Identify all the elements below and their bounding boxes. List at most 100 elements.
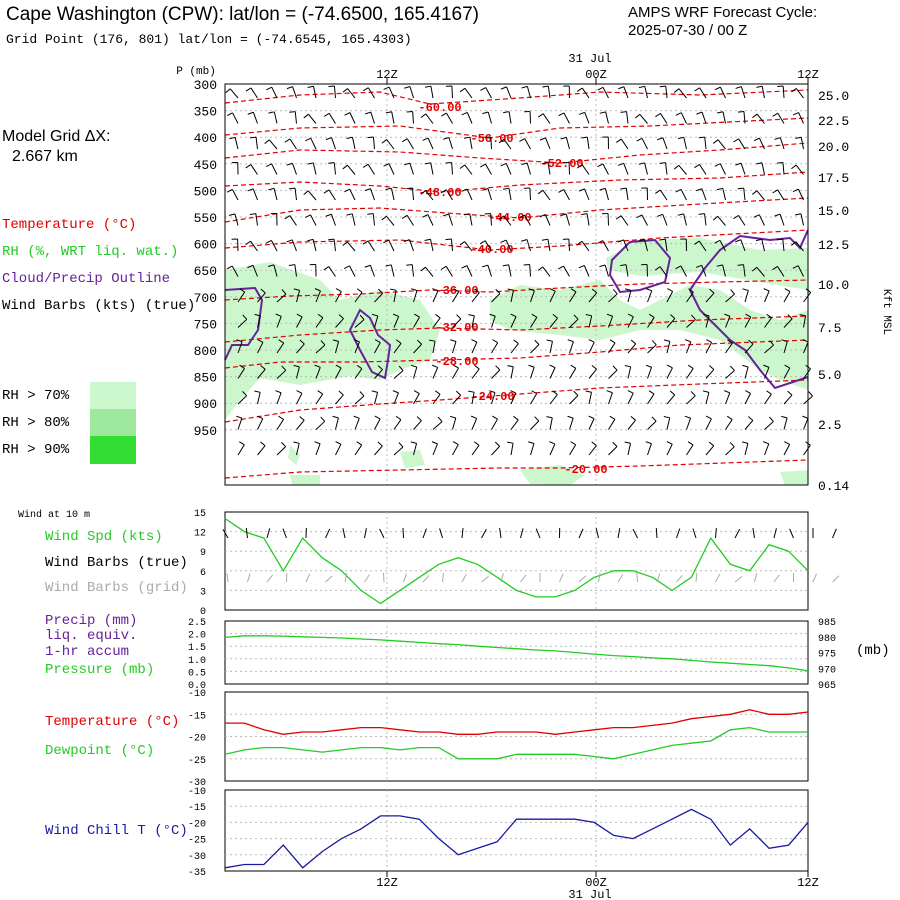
wind-barb-flag	[286, 162, 293, 166]
wind-barb	[413, 316, 420, 328]
wind-barb-flag	[307, 238, 314, 242]
wind-barb-flag	[317, 390, 323, 395]
temp-panel-tick-label: -20	[188, 734, 206, 745]
wind-barb	[335, 318, 344, 328]
wind-barb-flag	[482, 111, 489, 115]
wind-barb	[393, 342, 402, 354]
wind-barb	[250, 87, 258, 99]
wind-barb	[608, 446, 618, 456]
wind-barb-flag	[792, 265, 799, 269]
wind-barb	[625, 188, 629, 201]
wind-barb-flag	[500, 86, 507, 90]
surface-wind-barb-grid	[754, 573, 758, 583]
wind-barb	[725, 392, 731, 405]
wind-barb	[686, 291, 694, 303]
wind-barb	[797, 265, 804, 277]
wind-barb-flag	[539, 213, 546, 218]
wind-barb	[430, 86, 434, 99]
wind-barb	[725, 419, 733, 430]
wind-barb-flag	[459, 87, 466, 93]
wind-barb	[432, 317, 441, 328]
wind-barb-flag	[521, 162, 528, 166]
wind-barb-flag	[356, 364, 363, 370]
wind-barb	[388, 86, 395, 99]
wind-barb-flag	[659, 162, 666, 164]
wind-barb-flag	[716, 187, 723, 191]
wind-panel-tick-label: 0	[200, 607, 206, 618]
wind-barb-flag	[737, 264, 744, 266]
wind-barb	[740, 86, 746, 99]
surface-wind-barb-grid	[500, 573, 504, 583]
wind-barb-flag	[712, 139, 719, 144]
wind-barb	[563, 112, 570, 124]
wind-barb-flag	[528, 441, 535, 445]
wind-barb	[665, 86, 668, 99]
wind-barb	[725, 370, 735, 379]
wind-barb	[388, 239, 395, 252]
wind-barb	[647, 290, 653, 303]
wind-barb	[666, 341, 671, 354]
wind-barb-flag	[802, 339, 809, 343]
wind-barb	[485, 87, 492, 99]
top-time-label: 12Z	[797, 68, 819, 82]
wind-barb-flag	[367, 213, 374, 215]
wind-barb-flag	[289, 187, 296, 190]
wind-barb-flag	[392, 313, 399, 317]
wind-barb	[276, 369, 287, 379]
wind-barb-flag	[328, 238, 335, 241]
wind-barb-flag	[320, 416, 326, 422]
wind-barb	[569, 417, 574, 430]
wind-barb	[608, 392, 613, 405]
surface-wind-barb-grid	[305, 573, 311, 583]
wind-barb	[257, 445, 266, 456]
wind-barb-flag	[578, 111, 585, 115]
wind-barb	[744, 290, 749, 303]
wind-barb	[602, 240, 609, 252]
wind-barb-flag	[654, 266, 661, 271]
wind-barb	[432, 393, 441, 405]
wind-barb	[508, 188, 512, 201]
wind-barb	[328, 113, 336, 124]
wind-barb-flag	[344, 112, 351, 116]
station-title: Cape Washington (CPW): lat/lon = (-74.65…	[6, 4, 479, 25]
wind-barb	[273, 264, 278, 277]
wind-barb	[409, 239, 414, 252]
wind-barb-flag	[597, 86, 604, 91]
wind-barb-flag	[328, 85, 335, 88]
wind-barb-flag	[385, 111, 392, 114]
surface-wind-barb	[439, 528, 443, 539]
wind-barb-flag	[420, 266, 426, 272]
wind-barb	[647, 317, 655, 328]
wind-barb	[491, 369, 501, 379]
wind-barb-flag	[521, 85, 528, 89]
wind-barb	[627, 366, 632, 379]
wind-barb-flag	[268, 187, 275, 191]
wind-barb-flag	[714, 163, 721, 167]
wind-barb	[666, 291, 674, 303]
wind-barb-flag	[570, 364, 577, 369]
wind-barb	[803, 292, 812, 303]
precip-axis-tick-label: 0.0	[188, 681, 206, 692]
wind-barb-flag	[573, 314, 579, 320]
wind-barb-flag	[606, 390, 613, 394]
rh-shading	[225, 238, 808, 485]
wind-barb-flag	[398, 365, 404, 371]
grid-point-label: Grid Point (176, 801) lat/lon = (-74.654…	[6, 32, 412, 47]
wind-barb-flag	[247, 264, 254, 269]
wind-barb-flag	[323, 112, 330, 117]
pressure-tick-label: 980	[818, 634, 836, 645]
wind-barb-flag	[546, 416, 553, 419]
wind-barb	[664, 239, 668, 252]
wind-barb	[491, 293, 501, 303]
surface-wind-barb	[520, 528, 524, 539]
wind-barb	[390, 264, 395, 277]
cross-section-labels: 300 350 400 450 500 550 600 650 700 750 800 850 900 9…	[176, 52, 892, 494]
wind-barb	[255, 213, 258, 226]
wind-barb	[386, 139, 395, 150]
wind-barb-flag	[588, 339, 595, 343]
wind-panel-tick-label: 12	[194, 529, 206, 540]
wind-barb-flag	[265, 239, 272, 244]
wind-barb	[328, 266, 336, 277]
wind-barb-flag	[714, 86, 721, 91]
rh70-region	[490, 280, 808, 390]
